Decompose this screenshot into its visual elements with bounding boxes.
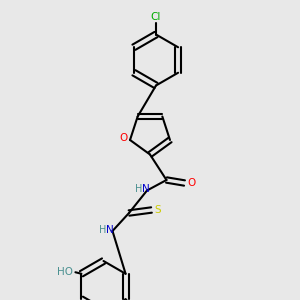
- Text: N: N: [142, 184, 149, 194]
- Text: Cl: Cl: [151, 11, 161, 22]
- Text: O: O: [119, 134, 128, 143]
- Text: N: N: [106, 224, 114, 235]
- Text: HO: HO: [57, 267, 73, 277]
- Text: H: H: [135, 184, 142, 194]
- Text: H: H: [99, 224, 106, 235]
- Text: O: O: [187, 178, 195, 188]
- Text: S: S: [155, 205, 161, 215]
